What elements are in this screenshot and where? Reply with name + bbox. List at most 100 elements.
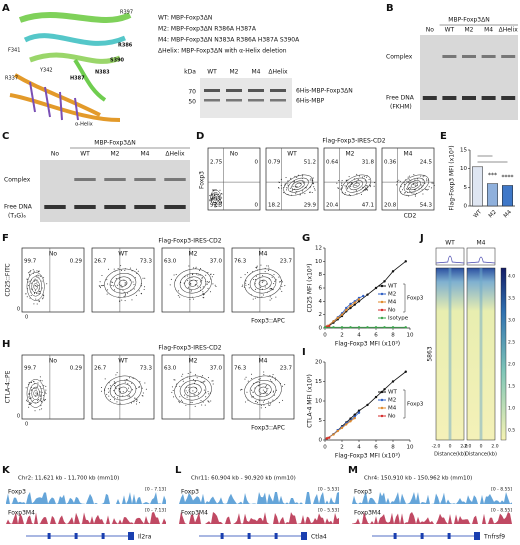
lane-label: No (51, 151, 59, 158)
event-dot (121, 269, 123, 271)
event-dot (144, 277, 146, 279)
event-dot (37, 382, 39, 384)
event-dot (210, 274, 212, 276)
x-axis-label: Distance(kb) (434, 452, 466, 458)
residue-label: S390 (110, 58, 125, 64)
point (357, 298, 361, 301)
event-dot (264, 286, 266, 288)
panel-letter: K (2, 465, 11, 476)
exon (101, 533, 105, 539)
event-dot (39, 395, 41, 397)
event-dot (347, 185, 349, 187)
event-dot (221, 197, 223, 199)
contour (29, 276, 42, 297)
x-tick-label: 6 (374, 445, 378, 451)
y-axis-label: CD25::FITC (5, 263, 12, 296)
event-dot (269, 299, 271, 301)
point (353, 303, 356, 306)
event-dot (347, 188, 349, 190)
panel-letter: F (2, 233, 9, 244)
event-dot (408, 181, 410, 183)
gene-name: Il2ra (138, 534, 152, 541)
event-dot (260, 393, 262, 395)
y-tick-label: 5 (319, 418, 323, 424)
flow-plot (381, 147, 435, 211)
event-dot (34, 285, 36, 287)
contour (118, 279, 128, 287)
event-dot (142, 277, 144, 279)
event-dot (245, 280, 247, 282)
track-range: [0 - 8.55] (491, 508, 512, 514)
event-dot (180, 399, 182, 401)
event-dot (113, 381, 115, 383)
free-dna-band (134, 205, 156, 209)
event-dot (40, 399, 42, 401)
event-dot (263, 371, 265, 373)
event-dot (115, 277, 117, 279)
event-dot (131, 270, 133, 272)
event-dot (204, 404, 206, 406)
event-dot (210, 291, 212, 293)
quadrant-value: 2.75 (210, 160, 223, 166)
event-dot (400, 186, 402, 188)
event-dot (179, 402, 181, 404)
event-dot (252, 396, 254, 398)
event-dot (410, 180, 412, 182)
event-dot (99, 281, 101, 283)
quadrant-value: 0 (255, 160, 259, 166)
event-dot (365, 176, 367, 178)
probe-label: (FKHM) (390, 104, 412, 111)
event-dot (431, 187, 433, 189)
event-dot (179, 396, 181, 398)
gel-band (270, 99, 286, 102)
event-dot (366, 189, 368, 191)
event-dot (312, 177, 314, 179)
quadrant-value: 31.8 (362, 160, 375, 166)
event-dot (203, 389, 205, 391)
contour (109, 379, 137, 401)
gate-value: 76.3 (234, 366, 247, 372)
event-dot (271, 288, 273, 290)
x-tick-label: 10 (407, 333, 414, 339)
event-dot (254, 283, 256, 285)
contour (291, 180, 306, 191)
contour (114, 276, 132, 290)
event-dot (414, 194, 416, 196)
event-dot (213, 274, 215, 276)
x-tick-label: WT (473, 209, 484, 220)
event-dot (207, 377, 209, 379)
legend-entry: Isotype (388, 316, 409, 322)
event-dot (198, 392, 200, 394)
contour (213, 194, 219, 202)
event-dot (187, 286, 189, 288)
event-dot (278, 402, 280, 404)
contour (244, 375, 282, 405)
event-dot (27, 272, 29, 274)
contour (104, 268, 142, 298)
lane-label: ΔHelix (268, 69, 288, 76)
event-dot (363, 176, 365, 178)
event-dot (36, 292, 38, 294)
event-dot (357, 179, 359, 181)
event-dot (336, 182, 338, 184)
plot-name: No (49, 251, 57, 258)
y-tick-label: 10 (315, 259, 322, 265)
event-dot (275, 296, 277, 298)
axis-zero: 0 (17, 307, 20, 313)
y-axis-label: CD25 MFI (x10³) (307, 264, 314, 313)
event-dot (406, 180, 408, 182)
residue-label: R386 (118, 43, 133, 49)
event-dot (181, 375, 183, 377)
y-axis-label: Foxp3 (199, 171, 206, 189)
event-dot (208, 401, 210, 403)
gate-value: 37.0 (210, 366, 223, 372)
gate-value: 26.7 (94, 259, 107, 265)
exon (474, 532, 480, 540)
event-dot (244, 378, 246, 380)
event-dot (141, 387, 143, 389)
event-dot (240, 276, 242, 278)
event-dot (292, 185, 294, 187)
event-dot (177, 290, 179, 292)
event-dot (32, 273, 34, 275)
point (349, 417, 352, 420)
